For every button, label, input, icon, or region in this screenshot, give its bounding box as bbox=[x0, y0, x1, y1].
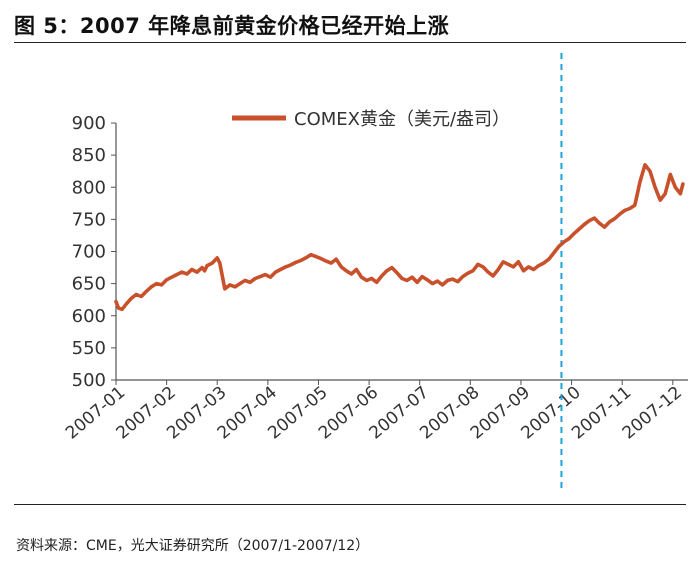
chart-axes: 5005506006507007508008509002007-012007-0… bbox=[62, 113, 688, 443]
legend: COMEX黄金（美元/盎司） bbox=[232, 109, 510, 130]
y-tick-label: 900 bbox=[72, 113, 106, 134]
y-tick-label: 850 bbox=[72, 145, 106, 166]
footer-rule bbox=[14, 504, 686, 505]
y-tick-label: 800 bbox=[72, 177, 106, 198]
source-note: 资料来源：CME，光大证券研究所（2007/1-2007/12） bbox=[16, 538, 370, 554]
y-tick-label: 600 bbox=[72, 306, 106, 327]
y-tick-label: 500 bbox=[72, 370, 106, 391]
legend-label: COMEX黄金（美元/盎司） bbox=[294, 109, 510, 130]
title-rule bbox=[14, 42, 686, 43]
figure-title: 图 5：2007 年降息前黄金价格已经开始上涨 bbox=[14, 14, 450, 38]
y-tick-label: 750 bbox=[72, 209, 106, 230]
y-tick-label: 700 bbox=[72, 242, 106, 263]
y-tick-label: 550 bbox=[72, 338, 106, 359]
series-layer bbox=[114, 163, 685, 312]
y-tick-label: 650 bbox=[72, 274, 106, 295]
series-line bbox=[114, 163, 685, 312]
